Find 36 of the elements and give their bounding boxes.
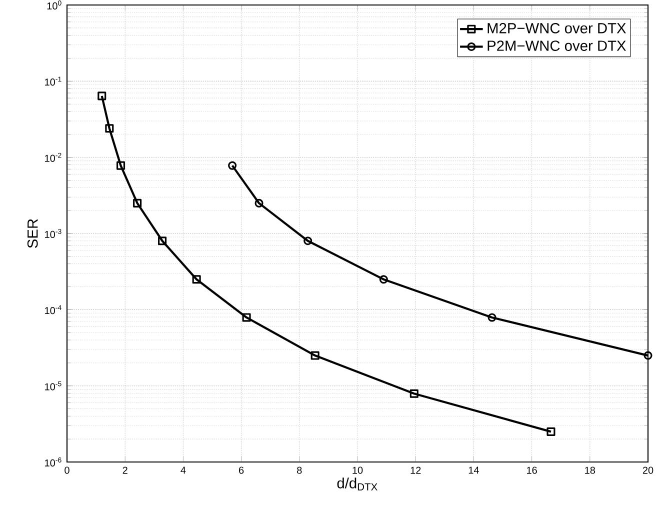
y-axis-title: SER <box>27 219 38 248</box>
point <box>488 313 496 322</box>
y-tick-label: 10$^{-2}$ <box>45 152 62 162</box>
x-tick-label: 18 <box>585 466 596 474</box>
point <box>242 313 251 322</box>
x-axis-title: d/d$_{DTX}$ <box>337 478 378 490</box>
y-tick-label: 10$^{-1}$ <box>45 76 62 86</box>
point <box>410 389 418 398</box>
point <box>133 198 142 208</box>
point <box>546 427 556 436</box>
legend-label: M2P−WNC over DTX <box>488 23 626 34</box>
x-tick-label: 8 <box>297 466 302 474</box>
point <box>379 275 388 284</box>
point <box>98 92 106 100</box>
x-tick-label: 20 <box>642 466 654 474</box>
point <box>254 198 264 208</box>
x-tick-label: 10 <box>352 466 363 474</box>
x-tick-label: 14 <box>468 466 479 474</box>
y-tick-label: 10$^{-6}$ <box>45 457 62 467</box>
point <box>158 236 167 246</box>
point <box>310 351 320 360</box>
y-tick-label: 10$^{-3}$ <box>45 228 62 238</box>
y-tick-label: 10$^{-4}$ <box>45 305 62 314</box>
point <box>192 275 201 284</box>
y-tick-label: 10$^{0}$ <box>47 0 62 10</box>
x-tick-label: 2 <box>122 466 128 474</box>
point <box>116 161 126 170</box>
legend-label: P2M−WNC over DTX <box>488 40 626 51</box>
x-tick-label: 0 <box>64 466 70 474</box>
point <box>304 236 312 246</box>
x-tick-label: 4 <box>180 466 186 474</box>
x-tick-label: 16 <box>526 466 537 474</box>
x-tick-label: 12 <box>410 466 421 474</box>
y-tick-label: 10$^{-5}$ <box>45 381 62 390</box>
x-tick-label: 6 <box>239 466 244 474</box>
point <box>105 124 114 133</box>
